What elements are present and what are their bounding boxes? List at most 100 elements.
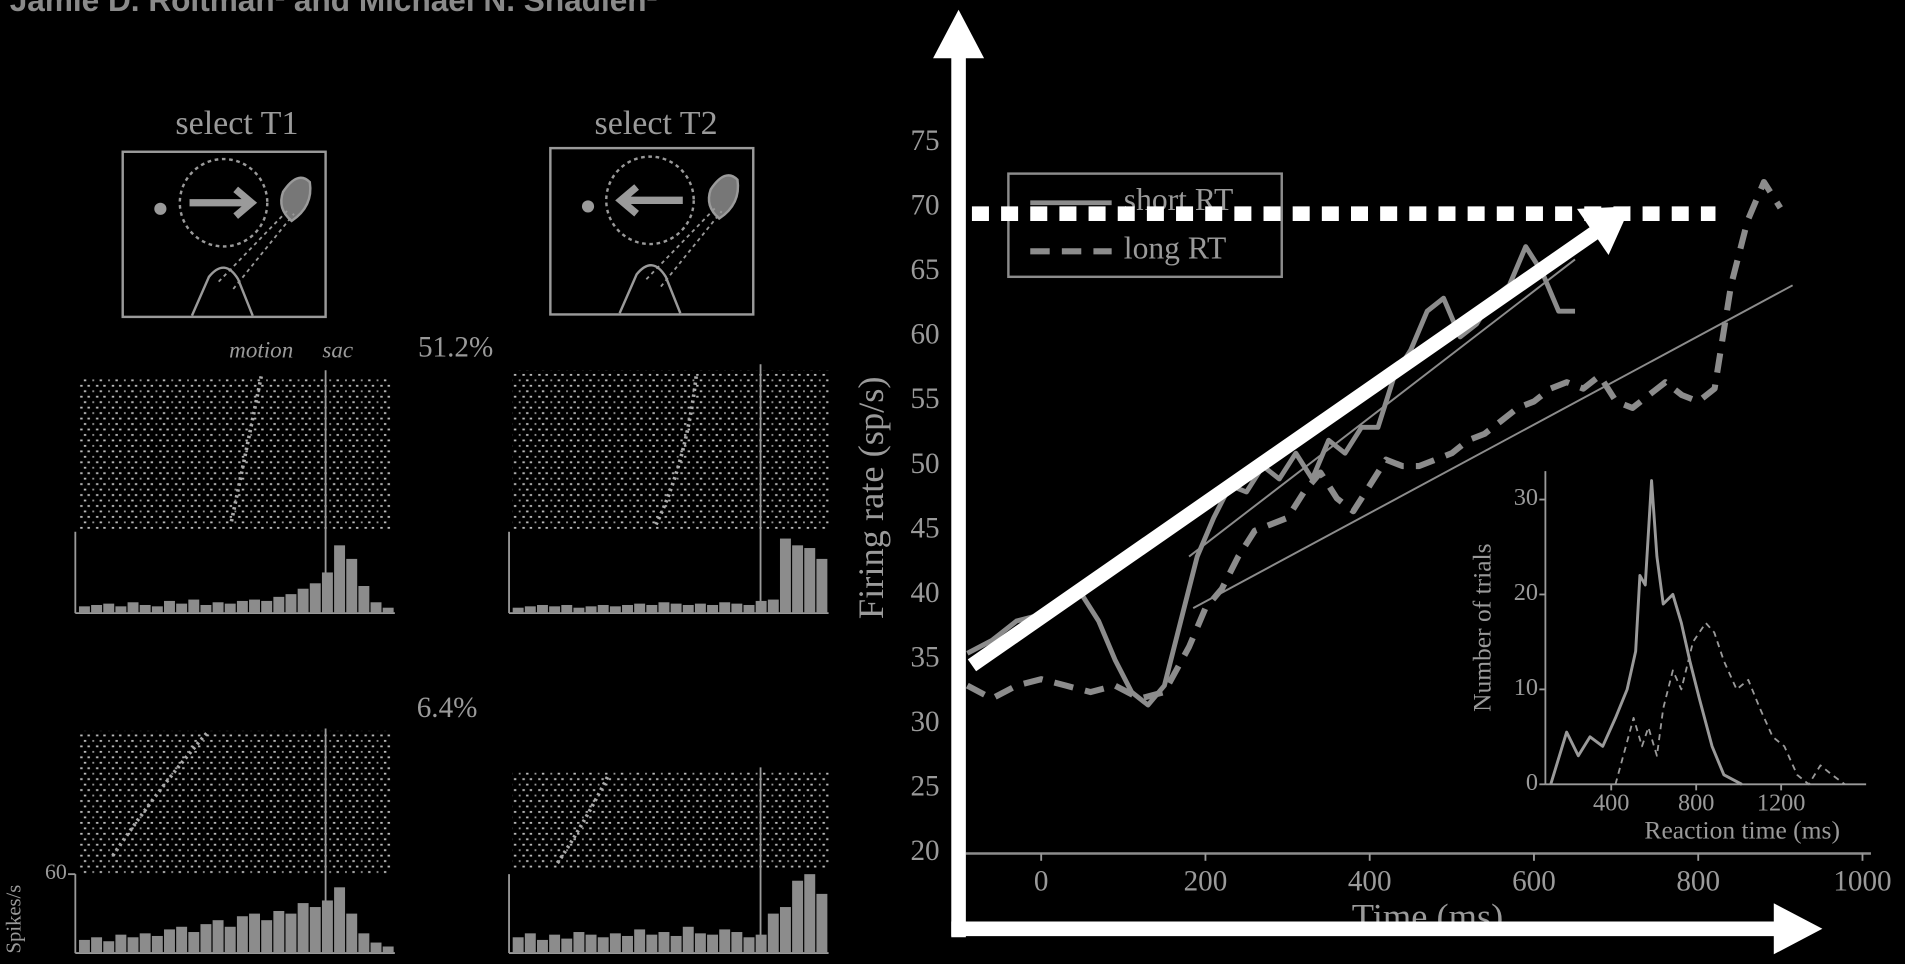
histogram-bar	[91, 605, 102, 613]
histogram-bar	[176, 604, 187, 613]
histogram-bar	[537, 940, 548, 953]
histogram-bar	[322, 900, 333, 953]
histogram-bar	[646, 605, 657, 613]
histogram-bar	[188, 600, 199, 614]
histogram-bar	[273, 597, 284, 613]
histogram-bar	[525, 933, 536, 953]
event-label: motion	[229, 336, 293, 362]
histogram-bar	[164, 601, 175, 613]
histogram-bar	[525, 606, 536, 613]
histogram-bar	[79, 940, 90, 953]
y-tick-label: 40	[910, 577, 939, 609]
histogram-bar	[731, 604, 742, 613]
panel-label: select T1	[175, 105, 298, 142]
raster	[79, 731, 391, 874]
histogram-bar	[383, 946, 394, 953]
histogram-bar	[671, 936, 682, 953]
y-axis-label: Spikes/s	[4, 885, 26, 954]
histogram-bar	[768, 600, 779, 614]
coherence-label: 6.4%	[417, 692, 478, 724]
histogram-bar	[152, 606, 163, 613]
histogram-bar	[646, 935, 657, 953]
histogram-bar	[683, 605, 694, 613]
histogram-bar	[561, 605, 572, 613]
histogram-bar	[91, 937, 102, 953]
histogram-bar	[756, 601, 767, 613]
histogram-bar	[103, 604, 114, 613]
histogram-bar	[164, 929, 175, 953]
histogram-bar	[610, 606, 621, 613]
histogram-bar	[358, 586, 369, 613]
histogram-bar	[513, 937, 524, 953]
histogram-bar	[598, 605, 609, 613]
histogram-bar	[780, 539, 791, 614]
histogram-bar	[237, 601, 248, 613]
histogram-bar	[140, 605, 151, 613]
histogram-bar	[261, 601, 272, 613]
histogram-bar	[298, 903, 309, 953]
y-tick-label: 55	[910, 383, 939, 415]
histogram-bar	[200, 605, 211, 613]
y-axis-label: Firing rate (sp/s)	[851, 376, 891, 619]
y-tick-label: 0	[1526, 769, 1538, 796]
histogram-bar	[816, 894, 827, 953]
histogram-bar	[249, 600, 260, 614]
histogram-bar	[658, 932, 669, 953]
histogram-bar	[719, 929, 730, 953]
histogram-bar	[598, 937, 609, 953]
raster	[513, 370, 829, 531]
x-tick-label: 0	[1034, 866, 1049, 898]
histogram-bar	[573, 608, 584, 613]
histogram-bar	[671, 604, 682, 613]
histogram-bar	[225, 927, 236, 953]
histogram-bar	[213, 602, 224, 613]
histogram-bar	[744, 937, 755, 953]
slide: Jamie D. Roitman¹ and Michael N. Shadlen…	[0, 0, 1905, 964]
coherence-label: 51.2%	[418, 331, 493, 363]
histogram-bar	[586, 606, 597, 613]
histogram-bar	[586, 935, 597, 953]
histogram-bar	[334, 887, 345, 953]
y-tick-label: 25	[910, 771, 939, 803]
histogram-bar	[79, 606, 90, 613]
histogram-bar	[188, 932, 199, 953]
histogram-bar	[780, 907, 791, 953]
histogram-bar	[561, 939, 572, 953]
histogram-bar	[683, 927, 694, 953]
histogram-bar	[286, 594, 297, 613]
histogram-bar	[103, 941, 114, 953]
x-tick-label: 800	[1676, 866, 1720, 898]
panel-label: select T2	[595, 105, 718, 142]
histogram-bar	[273, 911, 284, 953]
histogram-bar	[792, 545, 803, 613]
authors: Jamie D. Roitman¹ and Michael N. Shadlen…	[10, 0, 657, 18]
y-tick-label: 65	[910, 254, 939, 286]
histogram-bar	[731, 932, 742, 953]
histogram-bar	[622, 605, 633, 613]
histogram-bar	[549, 606, 560, 613]
histogram-bar	[237, 916, 248, 953]
x-tick-label: 600	[1512, 866, 1556, 898]
y-tick-label: 70	[910, 190, 939, 222]
histogram-bar	[310, 907, 321, 953]
histogram-bar	[768, 914, 779, 953]
histogram-bar	[634, 929, 645, 953]
histogram-bar	[128, 602, 139, 613]
y-tick-label: 20	[910, 835, 939, 867]
histogram-bar	[200, 924, 211, 953]
histogram-bar	[176, 927, 187, 953]
histogram-bar	[371, 943, 382, 954]
x-tick-label: 1200	[1757, 790, 1806, 817]
x-axis-label: Reaction time (ms)	[1644, 816, 1840, 845]
y-tick-label: 30	[910, 706, 939, 738]
histogram-bar	[744, 605, 755, 613]
histogram-bar	[804, 548, 815, 613]
histogram-bar	[658, 602, 669, 613]
histogram-bar	[249, 914, 260, 953]
y-tick-label: 50	[910, 448, 939, 480]
histogram-bar	[707, 605, 718, 613]
y-tick-label: 10	[1514, 674, 1538, 701]
histogram-bar	[804, 874, 815, 953]
histogram-bar	[537, 605, 548, 613]
histogram-bar	[573, 932, 584, 953]
